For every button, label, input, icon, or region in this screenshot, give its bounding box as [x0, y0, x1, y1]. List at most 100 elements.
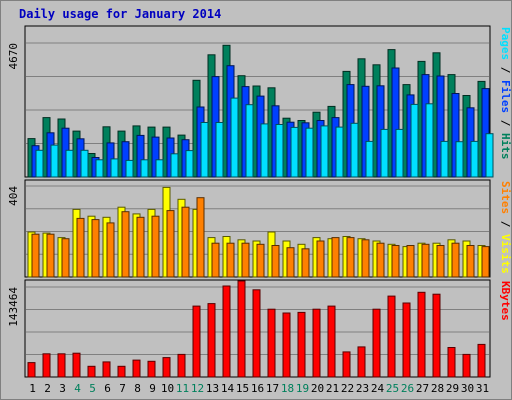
bar-pages: [80, 149, 89, 178]
bar-sites: [211, 242, 220, 278]
bar-kbytes: [207, 303, 216, 378]
bar-kbytes: [327, 305, 336, 378]
bar-pages: [230, 97, 239, 178]
legend-entry: Hits: [499, 133, 512, 160]
legend-entry: Pages: [499, 27, 512, 60]
bar-sites: [61, 238, 70, 278]
x-tick-label: 18: [281, 382, 294, 395]
bar-sites: [136, 216, 145, 278]
bar-pages: [200, 122, 209, 178]
bar-pages: [290, 126, 299, 178]
bar-pages: [50, 144, 59, 178]
bar-kbytes: [147, 360, 156, 378]
bar-kbytes: [222, 285, 231, 378]
bar-pages: [65, 149, 74, 178]
x-tick-label: 29: [446, 382, 459, 395]
x-tick-label: 1: [29, 382, 36, 395]
bar-pages: [95, 159, 104, 178]
x-tick-label: 25: [386, 382, 399, 395]
bar-kbytes: [117, 365, 126, 378]
x-tick-label: 19: [296, 382, 309, 395]
bar-sites: [196, 197, 205, 278]
bar-kbytes: [402, 302, 411, 378]
legend-entry: /: [499, 214, 512, 234]
bar-kbytes: [387, 295, 396, 378]
bar-sites: [466, 245, 475, 278]
bar-sites: [301, 248, 310, 278]
bar-pages: [275, 124, 284, 178]
x-tick-label: 11: [176, 382, 189, 395]
bar-kbytes: [447, 347, 456, 378]
bar-kbytes: [237, 280, 246, 378]
x-tick-label: 15: [236, 382, 249, 395]
x-tick-label: 31: [476, 382, 489, 395]
bar-pages: [305, 127, 314, 178]
bar-kbytes: [312, 308, 321, 378]
bar-sites: [121, 211, 130, 278]
bar-kbytes: [417, 291, 426, 378]
bar-sites: [181, 206, 190, 278]
x-tick-label: 8: [134, 382, 141, 395]
x-tick-label: 16: [251, 382, 264, 395]
bar-pages: [470, 140, 479, 178]
bar-sites: [436, 245, 445, 278]
bar-sites: [391, 245, 400, 278]
bar-sites: [481, 246, 490, 278]
bar-sites: [451, 242, 460, 278]
y-max-label: 4670: [7, 43, 20, 70]
bar-sites: [241, 242, 250, 278]
x-tick-label: 2: [44, 382, 51, 395]
bar-sites: [406, 245, 415, 278]
x-tick-label: 4: [74, 382, 81, 395]
bar-kbytes: [132, 359, 141, 378]
legend-label: KBytes: [499, 281, 512, 321]
x-tick-label: 17: [266, 382, 279, 395]
x-tick-label: 9: [149, 382, 156, 395]
bar-pages: [410, 103, 419, 178]
x-tick-label: 28: [431, 382, 444, 395]
bar-sites: [316, 240, 325, 278]
bar-kbytes: [357, 346, 366, 378]
x-tick-label: 10: [161, 382, 174, 395]
bar-kbytes: [87, 365, 96, 378]
x-tick-label: 26: [401, 382, 414, 395]
bar-sites: [106, 222, 115, 278]
bar-sites: [421, 243, 430, 278]
bar-kbytes: [462, 353, 471, 378]
bar-kbytes: [27, 362, 36, 378]
x-tick-label: 22: [341, 382, 354, 395]
bar-pages: [380, 128, 389, 178]
bar-kbytes: [42, 353, 51, 378]
x-tick-label: 5: [89, 382, 96, 395]
x-tick-label: 30: [461, 382, 474, 395]
x-tick-label: 21: [326, 382, 339, 395]
bar-kbytes: [72, 352, 81, 378]
x-tick-label: 23: [356, 382, 369, 395]
bar-pages: [320, 125, 329, 178]
x-tick-label: 24: [371, 382, 385, 395]
bar-pages: [440, 140, 449, 178]
legend-entry: KBytes: [499, 281, 512, 321]
x-tick-label: 7: [119, 382, 126, 395]
bar-sites: [361, 239, 370, 278]
chart-title: Daily usage for January 2014: [19, 7, 222, 21]
x-tick-label: 27: [416, 382, 429, 395]
bar-sites: [166, 210, 175, 278]
bar-kbytes: [477, 343, 486, 378]
legend-entry: Sites: [499, 181, 512, 214]
legend-entry: Visits: [499, 234, 512, 274]
bar-sites: [271, 245, 280, 278]
bar-pages: [140, 159, 149, 178]
bar-pages: [245, 104, 254, 178]
bar-kbytes: [252, 289, 261, 378]
bar-pages: [35, 149, 44, 178]
bar-pages: [365, 140, 374, 178]
x-tick-label: 12: [191, 382, 204, 395]
legend-entry: Files: [499, 80, 512, 113]
x-tick-label: 3: [59, 382, 66, 395]
x-tick-label: 20: [311, 382, 324, 395]
bar-sites: [376, 242, 385, 278]
y-max-label: 143464: [7, 287, 20, 327]
bar-kbytes: [282, 312, 291, 378]
